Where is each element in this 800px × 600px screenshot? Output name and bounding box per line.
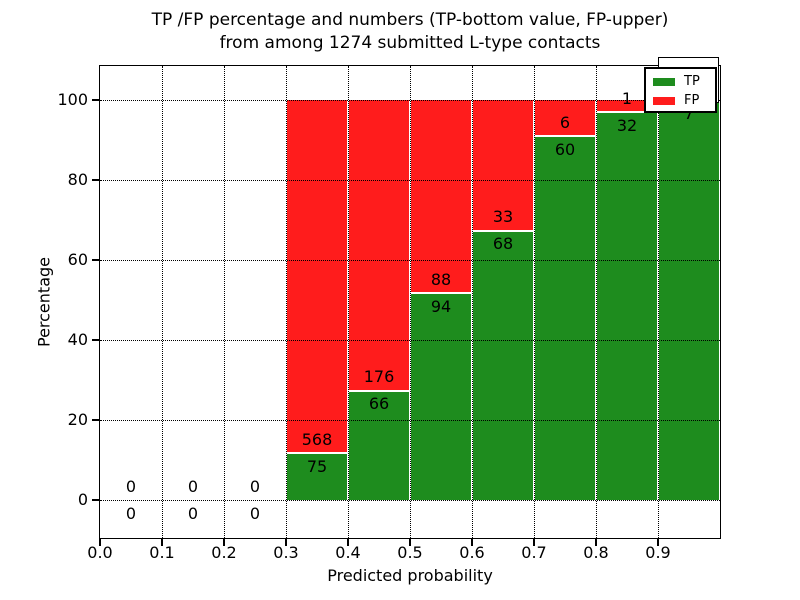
- tp-value-label: 75: [306, 456, 328, 476]
- fp-value-label: 176: [363, 367, 395, 387]
- bar-fp-segment: [411, 100, 471, 293]
- legend-entry-fp: FP: [653, 93, 715, 109]
- fp-value-label: 33: [492, 207, 514, 227]
- x-tick: [223, 539, 225, 546]
- bar-fp-segment: [287, 100, 347, 453]
- y-tick: [92, 99, 99, 101]
- fp-value-label: 6: [559, 112, 571, 132]
- tp-value-label: 94: [430, 296, 452, 316]
- legend: TP FP: [644, 67, 717, 113]
- tp-value-label: 7: [683, 103, 695, 123]
- x-axis-label: Predicted probability: [327, 566, 493, 585]
- legend-label-fp: FP: [684, 93, 700, 108]
- x-tick-label: 0.7: [521, 543, 547, 562]
- gridline-vertical: [348, 66, 349, 538]
- x-tick: [471, 539, 473, 546]
- y-tick-label: 0: [77, 490, 88, 509]
- gridline-vertical: [596, 66, 597, 538]
- tp-value-label: 0: [187, 503, 199, 523]
- bar-fp-segment: [473, 100, 533, 230]
- fp-value-label: 0: [249, 476, 261, 496]
- bar-tp-segment: [287, 454, 347, 500]
- fp-color-swatch: [653, 97, 675, 105]
- fp-value-label: 0: [187, 476, 199, 496]
- x-tick: [533, 539, 535, 546]
- fp-value-label: 1: [621, 88, 633, 108]
- x-tick-label: 0.9: [645, 543, 671, 562]
- bar-tp-segment: [597, 113, 657, 500]
- y-tick: [92, 259, 99, 261]
- x-tick-label: 0.0: [87, 543, 113, 562]
- bar-tp-segment: [535, 137, 595, 500]
- x-tick-label: 0.3: [273, 543, 299, 562]
- y-tick-label: 80: [67, 170, 88, 189]
- legend-entry-tp: TP: [653, 74, 715, 90]
- bar-tp-segment: [349, 391, 409, 500]
- tp-value-label: 66: [368, 394, 390, 414]
- x-tick: [657, 539, 659, 546]
- x-tick-label: 0.6: [459, 543, 485, 562]
- gridline-vertical: [286, 66, 287, 538]
- gridline-vertical: [410, 66, 411, 538]
- y-tick: [92, 499, 99, 501]
- gridline-vertical: [472, 66, 473, 538]
- tp-value-label: 60: [554, 139, 576, 159]
- y-tick: [92, 339, 99, 341]
- tp-value-label: 0: [249, 503, 261, 523]
- x-tick-label: 0.5: [397, 543, 423, 562]
- x-tick-label: 0.2: [211, 543, 237, 562]
- gridline-vertical: [658, 66, 659, 538]
- x-tick: [99, 539, 101, 546]
- tp-value-label: 32: [616, 115, 638, 135]
- bar-fp-segment: [349, 100, 409, 390]
- x-tick-label: 0.1: [149, 543, 175, 562]
- chart-title-line1: TP /FP percentage and numbers (TP-bottom…: [151, 10, 669, 30]
- legend-label-tp: TP: [684, 74, 700, 89]
- fp-value-label: 88: [430, 269, 452, 289]
- fp-value-label: 0: [125, 476, 137, 496]
- x-tick-label: 0.8: [583, 543, 609, 562]
- bar-fp-segment: [597, 100, 657, 112]
- chart-title-line2: from among 1274 submitted L-type contact…: [219, 33, 601, 53]
- y-tick-label: 40: [67, 330, 88, 349]
- y-tick: [92, 419, 99, 421]
- chart-title: TP /FP percentage and numbers (TP-bottom…: [152, 9, 669, 55]
- x-tick: [347, 539, 349, 546]
- fp-value-label: 568: [301, 429, 333, 449]
- bar-tp-segment: [473, 231, 533, 500]
- x-tick: [595, 539, 597, 546]
- gridline-vertical: [224, 66, 225, 538]
- y-tick-label: 20: [67, 410, 88, 429]
- x-tick: [285, 539, 287, 546]
- x-tick: [161, 539, 163, 546]
- y-tick-label: 100: [57, 90, 88, 109]
- x-tick-label: 0.4: [335, 543, 361, 562]
- x-tick: [409, 539, 411, 546]
- tp-value-label: 68: [492, 234, 514, 254]
- gridline-vertical: [534, 66, 535, 538]
- tp-color-swatch: [653, 78, 675, 86]
- gridline-vertical: [162, 66, 163, 538]
- y-tick: [92, 179, 99, 181]
- tp-value-label: 0: [125, 503, 137, 523]
- y-tick-label: 60: [67, 250, 88, 269]
- bar-tp-segment: [659, 101, 719, 500]
- bar-fp-segment: [535, 100, 595, 136]
- bar-tp-segment: [411, 294, 471, 500]
